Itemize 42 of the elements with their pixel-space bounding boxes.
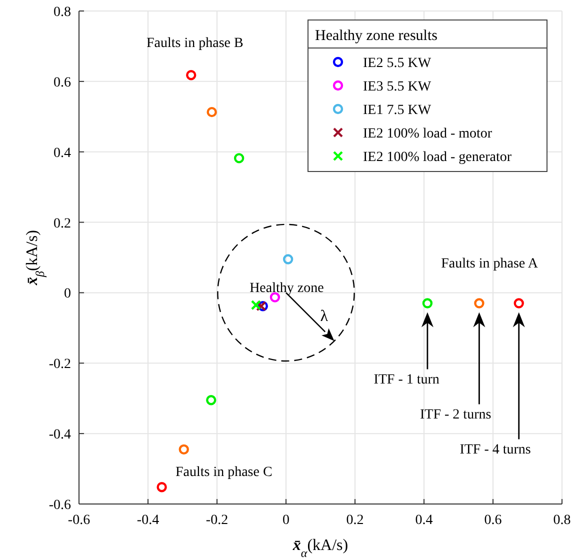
point	[186, 70, 196, 80]
annotation: ITF - 1 turn	[374, 372, 440, 388]
annotation: λ	[320, 308, 328, 325]
annotation: Healthy zone	[250, 281, 324, 296]
y-tick-label: -0.4	[48, 428, 71, 443]
point	[178, 444, 189, 455]
x-tick-label: -0.2	[206, 513, 228, 528]
point	[474, 298, 484, 308]
annotation: Faults in phase A	[441, 256, 539, 272]
legend-label: IE2 100% load - motor	[363, 126, 492, 142]
point	[234, 153, 244, 164]
y-tick-label: -0.6	[48, 498, 71, 513]
x-tick-label: 0.4	[415, 513, 433, 528]
point	[206, 106, 217, 118]
x-tick-label: 0.2	[346, 513, 364, 528]
legend-label: IE2 100% load - generator	[363, 150, 512, 165]
point	[422, 298, 433, 308]
annotation: ITF - 2 turns	[420, 407, 492, 422]
y-tick-label: 0	[64, 286, 71, 302]
y-tick-label: 0.6	[54, 75, 71, 90]
point	[250, 300, 262, 310]
y-tick-label: 0.2	[54, 216, 71, 232]
point	[514, 298, 524, 308]
y-tick-label: 0.8	[54, 5, 71, 20]
annotation: ITF - 4 turns	[460, 442, 531, 458]
annotation: Faults in phase B	[146, 36, 244, 51]
x-tick-label: 0	[282, 513, 290, 528]
x-tick-label: 0.8	[553, 513, 571, 528]
point	[206, 395, 216, 406]
y-tick-label: 0.4	[54, 146, 71, 161]
legend-label: IE1 7.5 KW	[363, 103, 432, 118]
annotation: Faults in phase C	[175, 464, 272, 480]
legend-label: IE2 5.5 KW	[363, 56, 432, 71]
x-tick-label: -0.4	[136, 513, 160, 528]
x-axis-title: x̄$_{α}$(kA/s)	[292, 537, 348, 558]
point	[156, 482, 167, 492]
legend-label: IE3 5.5 KW	[363, 80, 432, 94]
legend-title: Healthy zone results	[315, 28, 438, 44]
x-tick-label: 0.6	[484, 513, 502, 528]
y-tick-label: -0.2	[48, 357, 71, 372]
point	[282, 254, 294, 264]
x-tick-label: -0.6	[68, 513, 90, 528]
